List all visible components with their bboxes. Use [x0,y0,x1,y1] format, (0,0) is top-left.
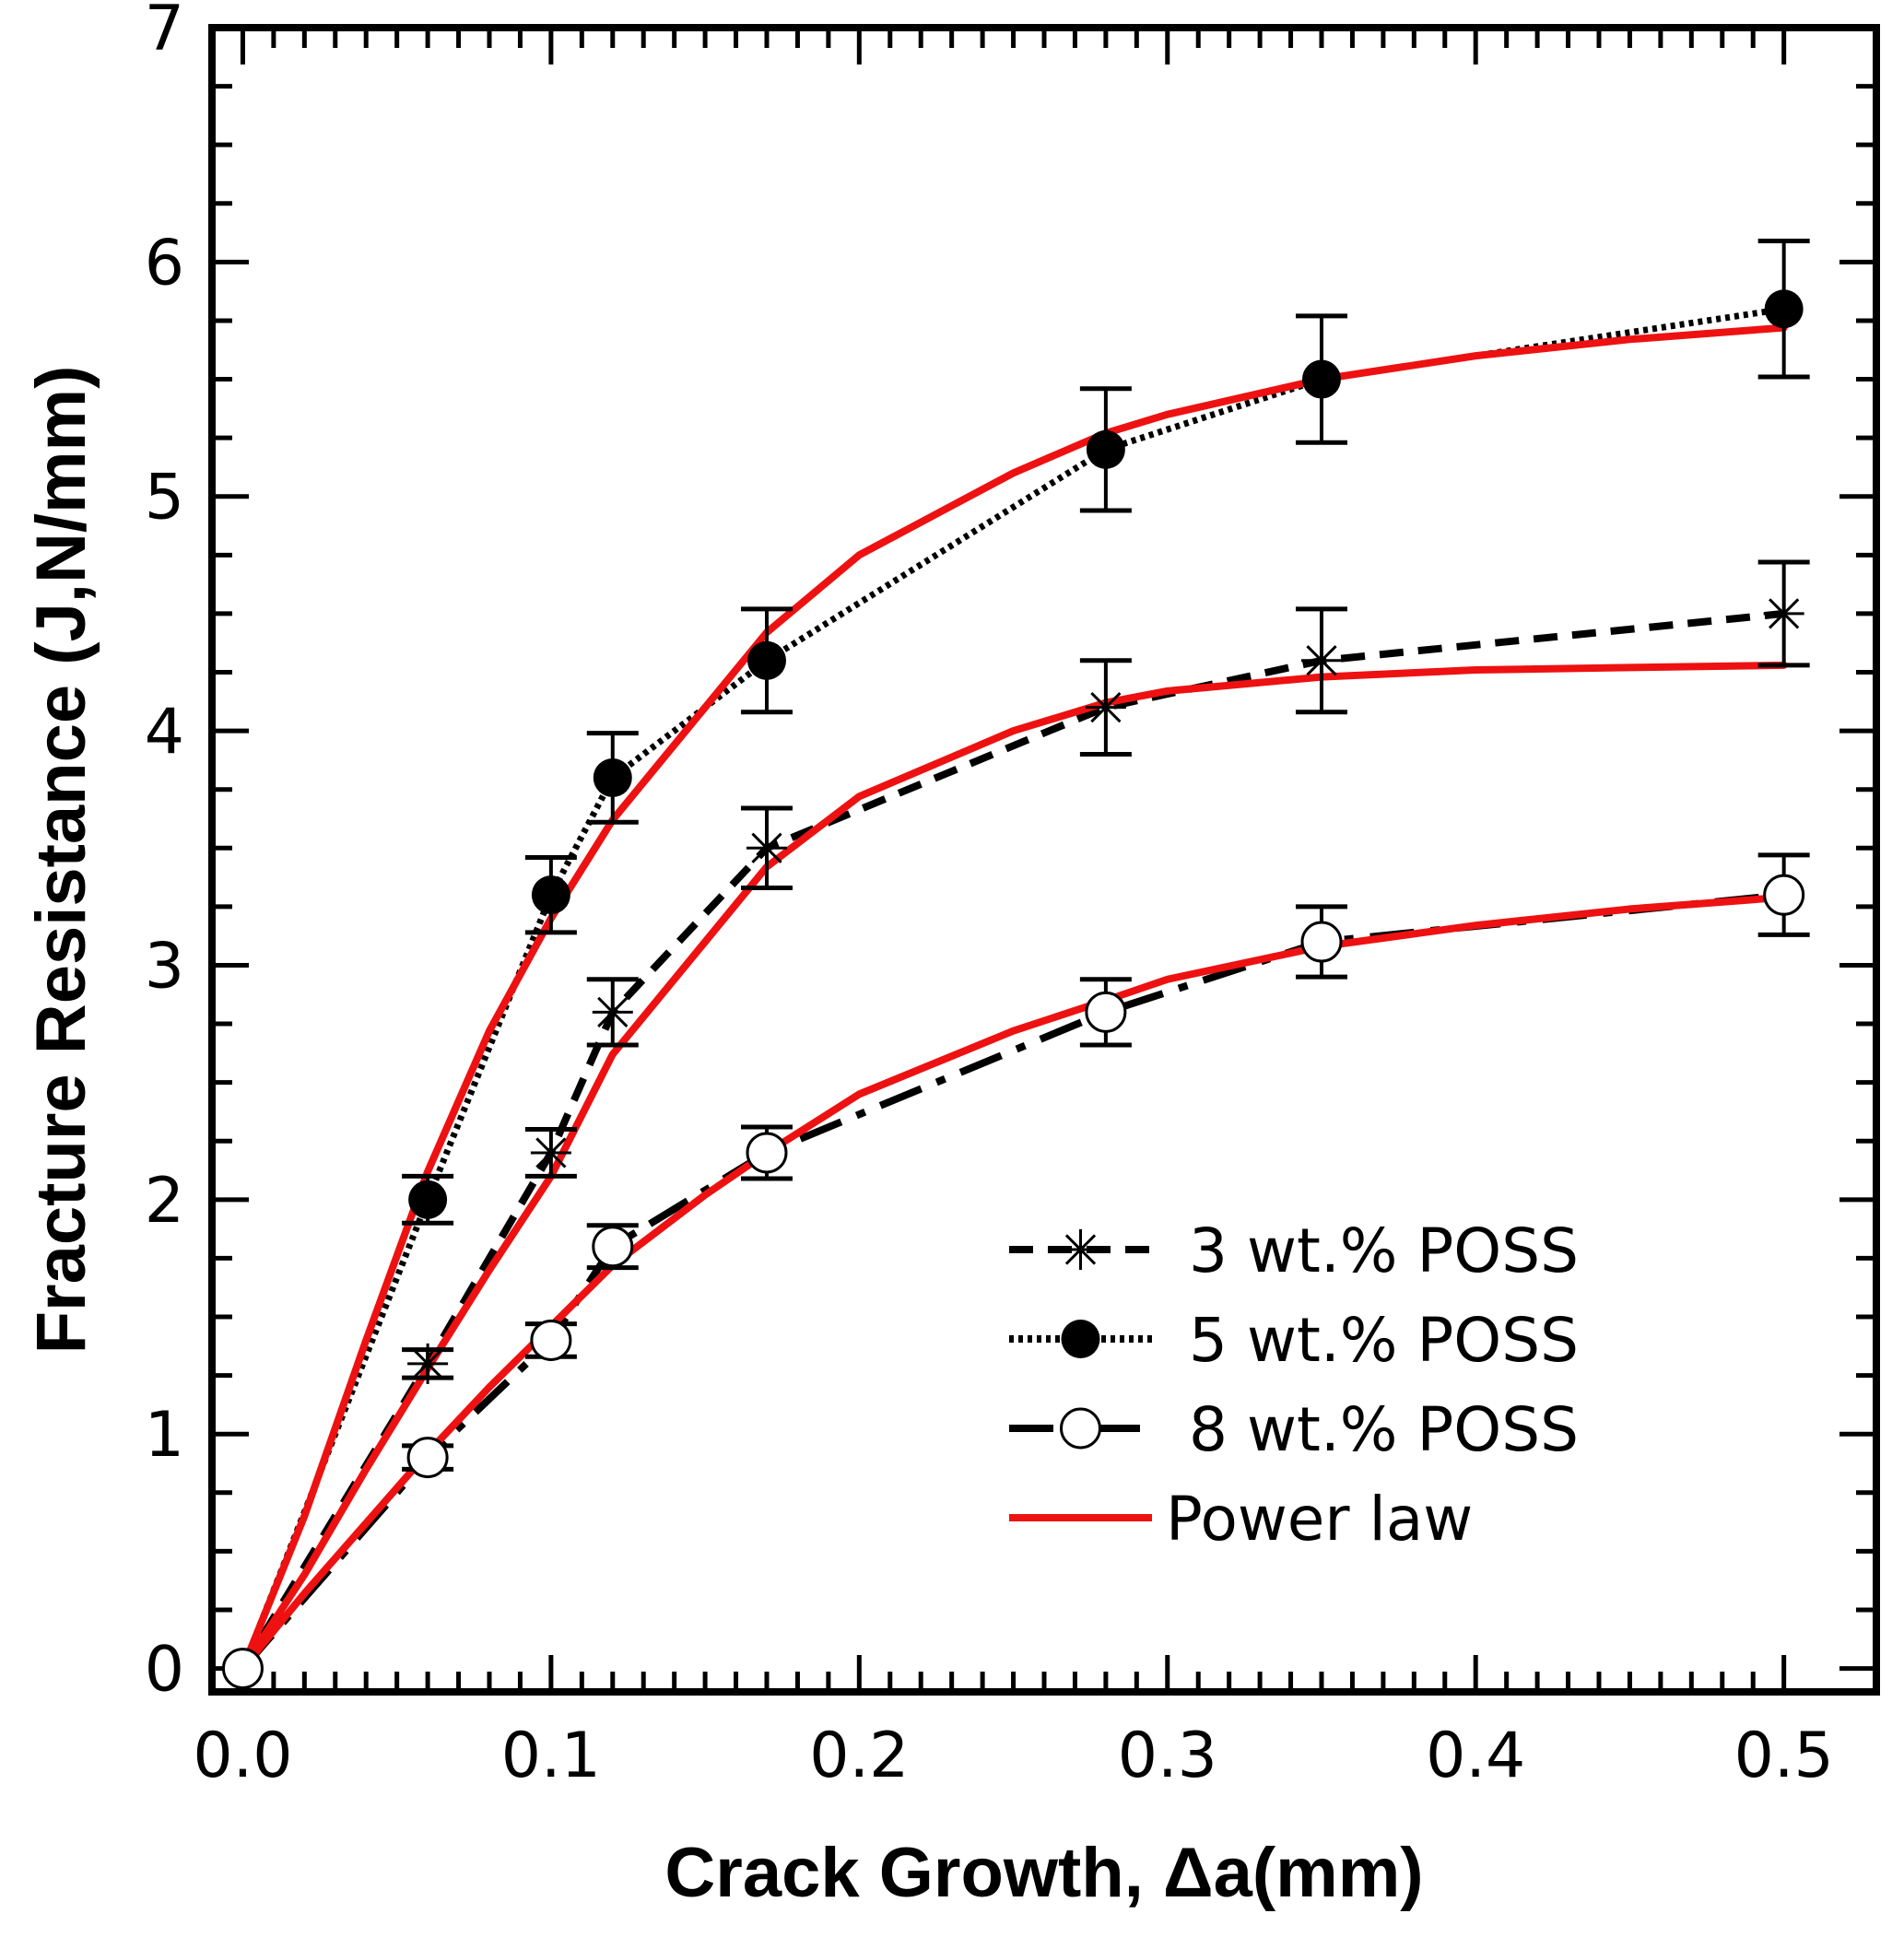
asterisk-icon [1085,687,1126,728]
x-tick-label: 0.1 [501,1720,601,1792]
legend-entry: 8 wt.% POSS [1009,1394,1579,1465]
tick-labels: 0.0 0.1 0.2 0.3 0.4 0.5 0 1 2 3 4 5 6 7 [145,0,1834,1792]
filled-circle-icon [1086,429,1125,469]
asterisk-stroke [1064,1234,1097,1265]
open-circle-icon [592,1226,634,1268]
asterisk-stroke [1090,692,1122,723]
x-tick-label: 0.2 [809,1720,909,1792]
asterisk-icon [746,828,787,869]
legend-entry: Power law [1009,1484,1473,1555]
y-tick-label: 5 [145,462,184,534]
filled-circle-icon [747,640,786,680]
open-circle-icon [1060,1407,1101,1450]
plot-frame [208,24,1880,1696]
asterisk-stroke [751,832,782,863]
legend-entry: 5 wt.% POSS [1009,1305,1579,1376]
filled-circle-icon [1302,359,1341,399]
y-tick-label: 3 [145,930,184,1003]
y-tick-label: 4 [145,696,184,769]
asterisk-icon [592,992,633,1033]
series-line [240,305,1785,1670]
x-tick-label: 0.4 [1426,1720,1525,1792]
open-circle-icon [221,1648,264,1690]
filled-circle-icon [1061,1320,1100,1358]
filled-circle-icon [531,875,570,915]
asterisk-stroke [412,1348,443,1379]
open-circle-icon [1763,874,1805,916]
asterisk-icon [1301,640,1342,681]
legend-label: 3 wt.% POSS [1189,1215,1579,1286]
y-tick-label: 7 [145,0,184,65]
open-circle-icon [746,1132,788,1174]
legend-label: 8 wt.% POSS [1189,1394,1579,1465]
open-circle-icon [1085,991,1127,1033]
asterisk-stroke [535,1137,567,1168]
asterisk-icon [530,1132,571,1173]
x-axis-title: Crack Growth, Δa(mm) [664,1834,1423,1912]
asterisk-stroke [1769,598,1800,629]
y-tick-label: 1 [145,1399,184,1472]
asterisk-icon [1763,593,1804,634]
series-line [240,609,1785,1671]
asterisk-stroke [597,996,629,1027]
x-tick-label: 0.3 [1118,1720,1217,1792]
asterisk-icon [1060,1229,1101,1270]
legend-entry: 3 wt.% POSS [1009,1215,1579,1286]
legend: 3 wt.% POSS 5 wt.% POSS 8 wt.% POSS Power l… [1009,1215,1579,1555]
y-tick-label: 6 [145,227,184,299]
legend-label: 5 wt.% POSS [1189,1305,1579,1376]
y-tick-label: 0 [145,1634,184,1707]
legend-label: Power law [1166,1484,1473,1555]
filled-circle-icon [593,757,632,797]
filled-circle-icon [1764,289,1804,329]
y-axis-title: Fracture Resistance (J,N/mm) [22,366,100,1355]
y-tick-label: 2 [145,1165,184,1238]
asterisk-stroke [1306,645,1337,676]
open-circle-icon [1300,921,1343,963]
open-circle-icon [530,1319,572,1361]
x-tick-label: 0.5 [1734,1720,1834,1792]
open-circle-icon [406,1437,449,1479]
filled-circle-icon [408,1180,448,1219]
x-tick-label: 0.0 [193,1720,292,1792]
asterisk-icon [407,1343,449,1384]
data-series [221,238,1810,1690]
